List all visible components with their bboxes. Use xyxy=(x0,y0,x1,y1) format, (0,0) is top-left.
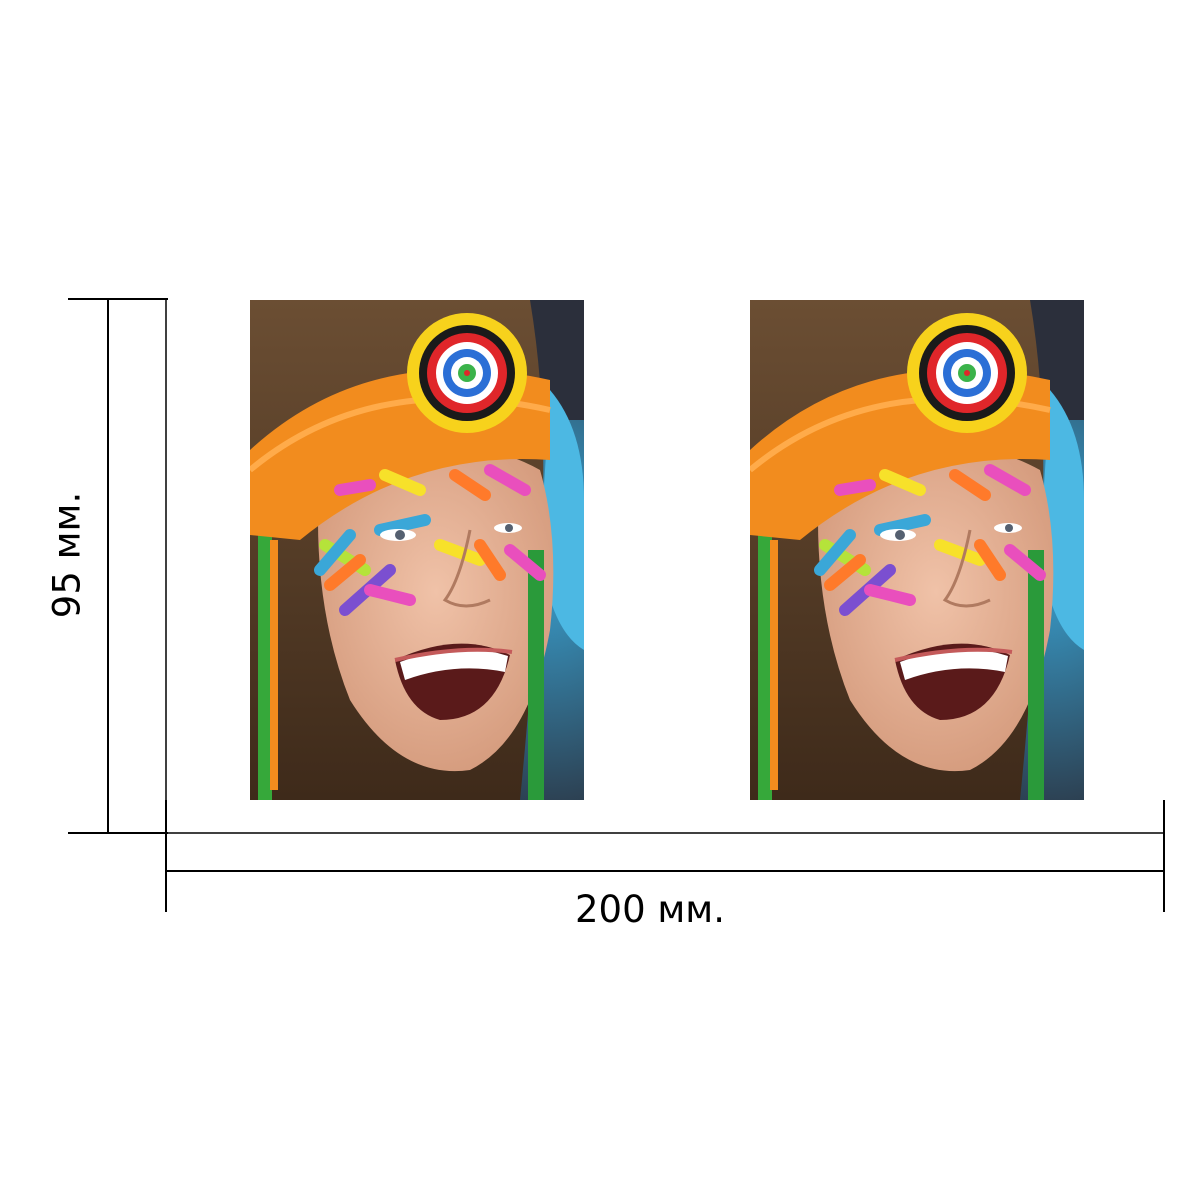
photo-left xyxy=(250,300,584,800)
photo-right xyxy=(750,300,1084,800)
width-label: 200 мм. xyxy=(575,888,725,931)
face-paint-photo xyxy=(250,300,584,800)
face-paint-photo xyxy=(750,300,1084,800)
height-label: 95 мм. xyxy=(45,491,89,619)
